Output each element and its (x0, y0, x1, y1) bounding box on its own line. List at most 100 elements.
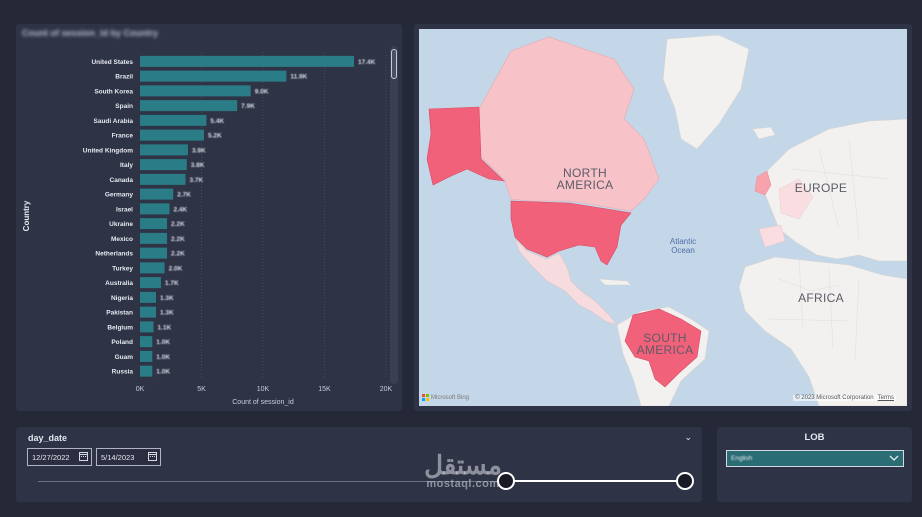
chevron-down-icon[interactable] (889, 454, 899, 462)
y-tick-label: Belgium (107, 324, 133, 331)
y-tick-label: France (112, 133, 134, 140)
y-tick-label: Guam (115, 354, 134, 361)
bar-chart-panel: Count of session_id by Country 0K 5K 10K 15… (16, 24, 402, 411)
map-label-north-america: NORTH AMERICA (556, 166, 614, 192)
bar[interactable] (140, 336, 153, 348)
y-tick-label: Germany (105, 192, 134, 199)
bar[interactable] (140, 188, 174, 200)
map-provider: Microsoft Bing (431, 394, 470, 401)
map-label-atlantic: Atlantic Ocean (669, 237, 697, 255)
lob-dropdown[interactable]: English (726, 450, 904, 467)
data-label: 9.0K (255, 88, 269, 95)
bar[interactable] (140, 70, 287, 82)
world-map[interactable] (419, 29, 907, 406)
data-label: 2.2K (171, 251, 185, 258)
x-tick-label: 10K (257, 386, 270, 393)
y-axis-label: Country (22, 200, 31, 231)
data-label: 5.2K (208, 133, 222, 140)
map-terms-link[interactable]: Terms (877, 395, 894, 401)
bar[interactable] (140, 144, 188, 156)
data-label: 1.3K (160, 310, 174, 317)
bar[interactable] (140, 173, 186, 185)
data-label: 3.7K (190, 177, 204, 184)
lob-slicer: LOB English (717, 427, 912, 502)
bar[interactable] (140, 218, 168, 230)
data-label: 2.4K (174, 206, 188, 213)
bar[interactable] (140, 203, 170, 215)
map-greenland (662, 34, 750, 150)
calendar-icon[interactable] (79, 452, 88, 461)
start-date-value: 12/27/2022 (32, 452, 70, 462)
map-copyright-text: © 2023 Microsoft Corporation (795, 395, 874, 401)
bar[interactable] (140, 350, 153, 362)
map-label-south-america: SOUTH AMERICA (636, 331, 694, 357)
data-label: 2.0K (169, 265, 183, 272)
end-date-value: 5/14/2023 (101, 452, 135, 462)
data-label: 1.7K (165, 280, 179, 287)
map-panel: NORTH AMERICA EUROPE AFRICA SOUTH AMERIC… (414, 24, 912, 411)
data-label: 3.8K (191, 162, 205, 169)
bar[interactable] (140, 277, 161, 289)
bar[interactable] (140, 365, 153, 377)
y-tick-label: United States (91, 59, 133, 66)
y-tick-label: South Korea (94, 88, 133, 95)
data-label: 1.3K (160, 295, 174, 302)
range-end-handle[interactable] (676, 472, 694, 490)
map-africa (738, 256, 907, 406)
y-tick-label: Pakistan (106, 310, 133, 317)
bar[interactable] (140, 159, 187, 171)
data-label: 7.9K (241, 103, 255, 110)
bar[interactable] (140, 85, 251, 97)
bing-logo: Microsoft Bing (422, 394, 469, 401)
data-label: 2.7K (177, 192, 191, 199)
chart-title: Count of session_id by Country (22, 28, 159, 38)
map-alaska (426, 106, 505, 186)
bar[interactable] (140, 232, 168, 244)
bar[interactable] (140, 262, 165, 274)
chevron-down-icon[interactable]: ⌄ (684, 432, 692, 442)
bar[interactable] (140, 55, 355, 67)
map-uk (754, 170, 772, 196)
bar[interactable] (140, 247, 168, 259)
end-date-input[interactable]: 5/14/2023 (96, 448, 161, 466)
y-tick-label: Australia (105, 280, 133, 287)
range-start-handle[interactable] (497, 472, 515, 490)
y-tick-label: Ukraine (109, 221, 133, 228)
chart-scrollbar-thumb[interactable] (391, 49, 397, 79)
y-tick-label: Poland (111, 339, 133, 346)
data-label: 1.0K (156, 339, 170, 346)
date-range-track[interactable] (38, 481, 686, 482)
bar[interactable] (140, 129, 204, 141)
bar[interactable] (140, 306, 156, 318)
date-slicer-title: day_date (28, 433, 68, 443)
bar[interactable] (140, 114, 207, 126)
y-tick-label: Turkey (112, 265, 133, 272)
map-copyright: © 2023 Microsoft Corporation Terms (793, 395, 896, 401)
chart-scrollbar[interactable] (390, 46, 398, 384)
bar[interactable] (140, 100, 238, 112)
map-usa (510, 200, 632, 266)
data-label: 11.9K (290, 74, 307, 81)
calendar-icon[interactable] (148, 452, 157, 461)
y-tick-label: Russia (112, 369, 134, 376)
map-canada (478, 36, 660, 212)
bar[interactable] (140, 321, 154, 333)
y-tick-label: Saudi Arabia (94, 118, 134, 125)
map-label-africa: AFRICA (798, 291, 844, 305)
start-date-input[interactable]: 12/27/2022 (27, 448, 92, 466)
x-tick-label: 15K (318, 386, 331, 393)
map-label-europe: EUROPE (794, 181, 848, 195)
y-tick-label: Spain (115, 103, 133, 110)
bar-chart[interactable]: 0K 5K 10K 15K 20K United States 17.4K Brazil 11.… (16, 24, 402, 411)
data-label: 5.4K (210, 118, 224, 125)
data-label: 2.2K (171, 221, 185, 228)
data-label: 1.0K (156, 369, 170, 376)
bar[interactable] (140, 291, 156, 303)
data-label: 1.1K (158, 324, 172, 331)
y-tick-label: Nigeria (111, 295, 133, 302)
date-range-fill (507, 480, 686, 482)
y-tick-label: Israel (116, 206, 133, 213)
x-tick-label: 5K (197, 386, 206, 393)
y-tick-label: Mexico (111, 236, 133, 243)
x-axis-label: Count of session_id (232, 399, 294, 406)
